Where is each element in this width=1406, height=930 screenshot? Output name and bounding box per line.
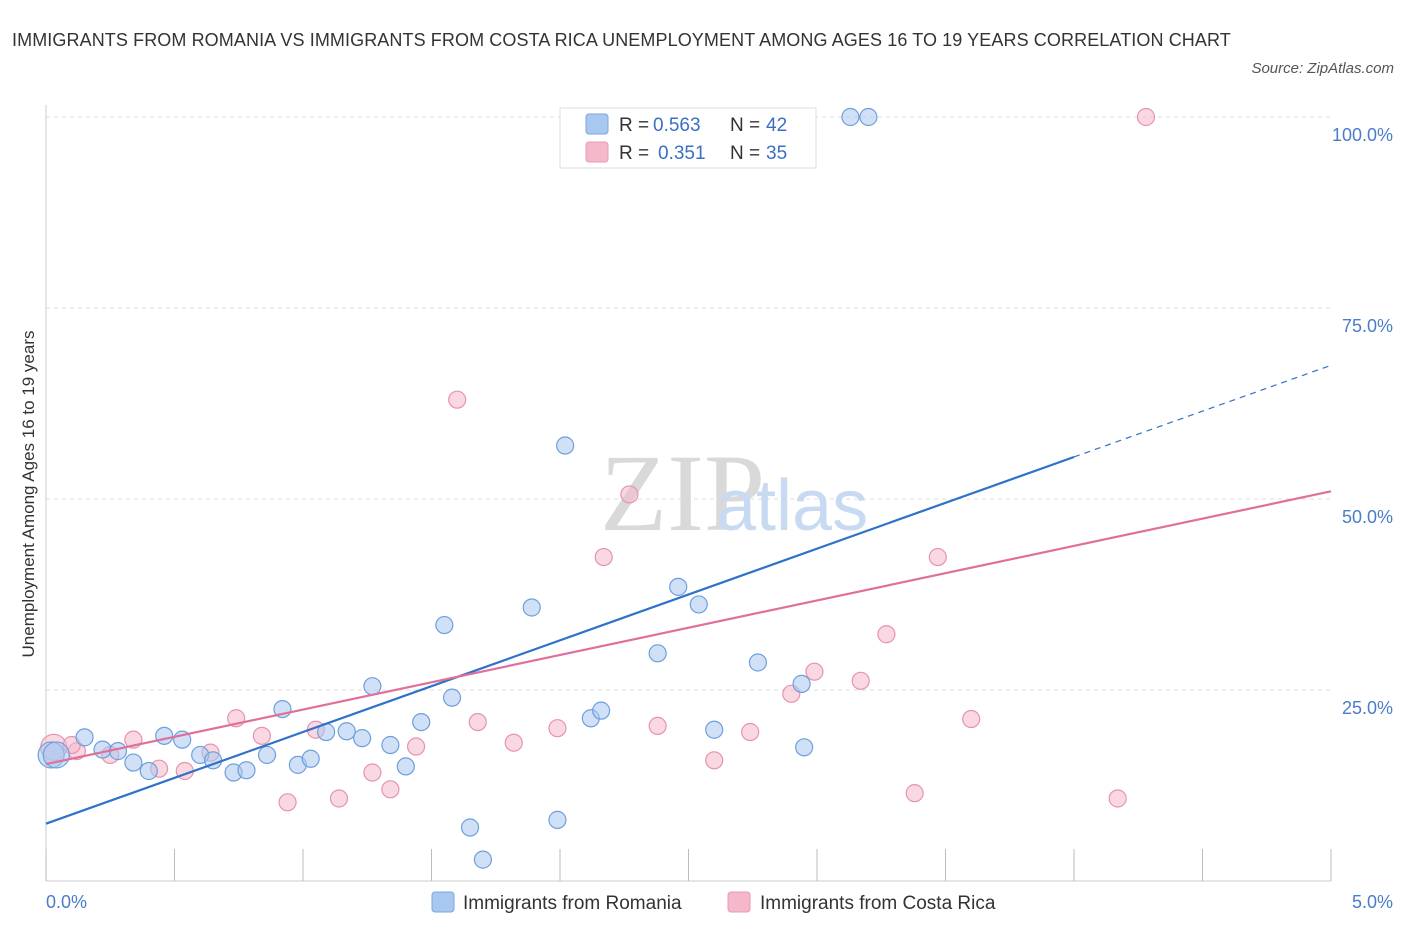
- series-legend: Immigrants from Romania Immigrants from …: [431, 891, 996, 914]
- legend-r-costa-rica: 0.351: [658, 143, 706, 164]
- legend-r-label-romania: R =: [619, 115, 649, 136]
- point-romania: [257, 745, 277, 765]
- point-romania: [648, 644, 667, 663]
- point-costa_rica: [905, 784, 924, 803]
- x-tick-label: 0.0%: [46, 892, 87, 912]
- point-costa_rica: [620, 485, 639, 504]
- watermark-atlas: atlas: [716, 466, 868, 546]
- series-legend-costa-rica: Immigrants from Costa Rica: [760, 893, 996, 914]
- point-costa_rica: [278, 793, 297, 812]
- point-costa_rica: [741, 722, 760, 742]
- y-tick-label: 50.0%: [1342, 507, 1393, 527]
- point-romania: [442, 688, 462, 707]
- point-romania: [592, 701, 611, 720]
- legend-n-label-romania: N =: [730, 115, 760, 136]
- source-label: Source: ZipAtlas.com: [1251, 60, 1394, 77]
- point-romania: [548, 810, 567, 829]
- point-costa_rica: [548, 719, 567, 738]
- point-romania: [396, 757, 415, 776]
- point-romania: [301, 749, 320, 768]
- point-romania: [748, 653, 767, 672]
- point-romania: [556, 436, 575, 455]
- point-romania: [435, 615, 454, 635]
- point-romania: [155, 726, 174, 745]
- chart-title: IMMIGRANTS FROM ROMANIA VS IMMIGRANTS FR…: [12, 30, 1231, 50]
- point-romania: [689, 595, 708, 614]
- point-costa_rica: [406, 737, 426, 756]
- legend-n-label-costa-rica: N =: [730, 143, 760, 164]
- point-costa_rica: [1136, 107, 1156, 127]
- point-costa_rica: [594, 547, 613, 567]
- point-romania: [124, 753, 143, 772]
- y-axis-label: Unemployment Among Ages 16 to 19 years: [19, 331, 38, 658]
- point-romania: [522, 598, 541, 617]
- point-romania: [337, 722, 356, 741]
- legend-r-label-costa-rica: R =: [619, 143, 649, 164]
- point-romania: [460, 818, 480, 837]
- point-costa_rica: [705, 751, 724, 770]
- y-tick-label: 25.0%: [1342, 698, 1393, 718]
- point-romania: [237, 761, 256, 780]
- point-costa_rica: [805, 662, 824, 681]
- point-costa_rica: [962, 709, 981, 729]
- legend-swatch-romania: [585, 113, 609, 135]
- point-costa_rica: [252, 726, 271, 745]
- point-costa_rica: [928, 547, 947, 567]
- point-costa_rica: [381, 780, 400, 799]
- point-costa_rica: [363, 763, 382, 782]
- point-romania: [381, 735, 400, 755]
- point-romania: [792, 674, 811, 693]
- series-legend-romania: Immigrants from Romania: [463, 893, 682, 914]
- point-romania: [841, 107, 860, 127]
- gridlines: [46, 116, 1331, 691]
- point-costa_rica: [851, 671, 870, 690]
- point-costa_rica: [448, 390, 467, 409]
- y-tick-label: 100.0%: [1332, 125, 1393, 145]
- point-romania: [93, 740, 112, 759]
- point-costa_rica: [504, 733, 523, 752]
- point-romania: [669, 577, 688, 596]
- series-legend-swatch-costa-rica: [727, 891, 751, 913]
- point-costa_rica: [648, 716, 667, 736]
- point-costa_rica: [468, 712, 487, 732]
- trend-line-romania: [45, 455, 1075, 825]
- point-romania: [795, 738, 814, 757]
- point-romania: [75, 728, 94, 747]
- series-legend-swatch-romania: [431, 891, 455, 913]
- point-costa_rica: [329, 789, 349, 808]
- data-points: [37, 107, 1156, 869]
- legend-n-costa-rica: 35: [766, 143, 787, 164]
- point-costa_rica: [877, 625, 896, 644]
- stats-legend: R = 0.563 N = 42 R = 0.351 N = 35: [559, 107, 817, 169]
- point-romania: [473, 850, 492, 869]
- point-romania: [705, 720, 724, 739]
- x-tick-labels: 0.0% 5.0%: [46, 892, 1393, 912]
- trend-extension-romania: [1073, 364, 1332, 458]
- point-romania: [412, 712, 431, 732]
- point-romania: [353, 729, 372, 748]
- legend-swatch-costa-rica: [585, 141, 609, 163]
- point-costa_rica: [1108, 789, 1127, 808]
- trend-lines: [45, 364, 1332, 825]
- trend-line-costa_rica: [45, 490, 1332, 766]
- legend-r-romania: 0.563: [653, 115, 701, 136]
- point-romania: [363, 677, 382, 696]
- y-tick-labels: 25.0% 50.0% 75.0% 100.0%: [1332, 125, 1393, 718]
- x-tick-label: 5.0%: [1352, 892, 1393, 912]
- point-romania: [859, 107, 878, 127]
- y-tick-label: 75.0%: [1342, 316, 1393, 336]
- legend-n-romania: 42: [766, 115, 787, 136]
- point-romania: [139, 761, 158, 781]
